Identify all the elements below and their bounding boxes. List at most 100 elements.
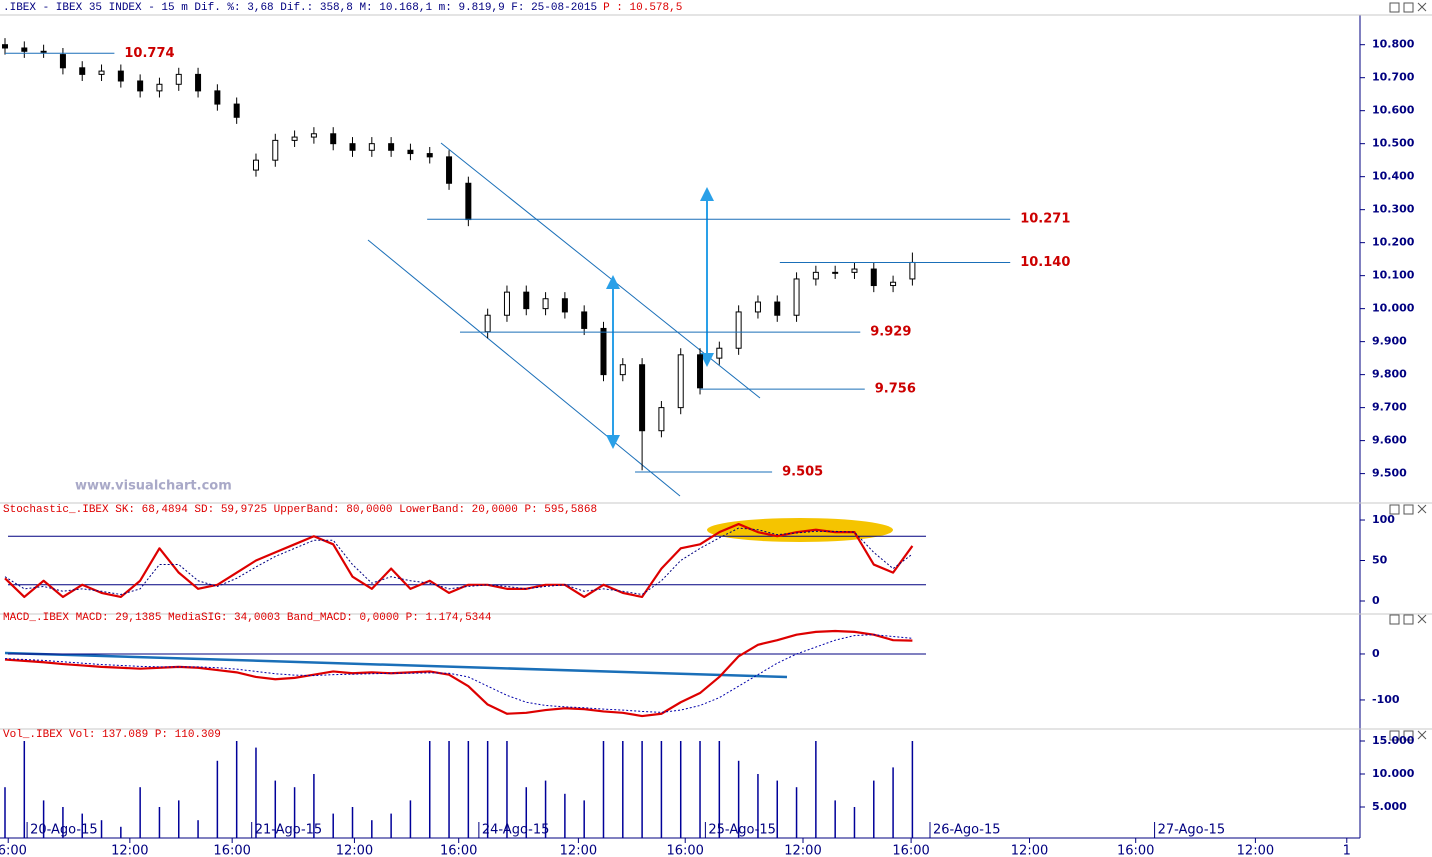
date-label: 27-Ago-15 <box>1158 823 1226 838</box>
candle-body <box>79 67 86 75</box>
volume-bar <box>525 787 528 838</box>
minimize-button[interactable] <box>1389 614 1400 625</box>
candle-body <box>793 278 800 316</box>
volume-bar <box>622 741 624 838</box>
volume-bar <box>139 787 141 838</box>
candle-body <box>98 70 105 75</box>
candle-body <box>909 261 916 280</box>
x-tick-label: 16:00 <box>440 844 477 857</box>
y-tick-label: 10.100 <box>1372 269 1415 282</box>
volume-bar <box>679 741 682 838</box>
volume-bar <box>62 806 64 838</box>
price-subtitle: P : 10.578,5 <box>603 2 682 14</box>
y-tick-label: 10.000 <box>1372 302 1415 315</box>
channel-line <box>367 239 681 497</box>
candle-body <box>600 327 607 376</box>
candle-body <box>272 139 279 161</box>
y-tick-label: 9.900 <box>1372 335 1407 348</box>
trend-line <box>4 651 788 679</box>
y-tick-label: 10.200 <box>1372 236 1415 249</box>
y-tick-label: 10.400 <box>1372 170 1415 183</box>
y-tick-label: 10.800 <box>1372 38 1415 51</box>
candle-body <box>40 50 47 53</box>
candle-body <box>716 347 723 359</box>
candle-body <box>677 354 684 409</box>
y-tick-label: 10.700 <box>1372 71 1415 84</box>
minimize-button[interactable] <box>1389 730 1400 741</box>
candle-body <box>368 143 375 151</box>
y-tick-label: -100 <box>1372 693 1400 706</box>
volume-bar <box>873 780 875 838</box>
close-button[interactable] <box>1417 2 1427 12</box>
volume-bar <box>293 787 296 838</box>
volume-bar <box>390 813 392 838</box>
volume-bar <box>4 787 6 838</box>
close-button[interactable] <box>1417 614 1427 624</box>
candle-body <box>774 301 781 316</box>
y-tick-label: 10.600 <box>1372 104 1415 117</box>
volume-bar <box>371 820 373 838</box>
date-label: 25-Ago-15 <box>708 823 776 838</box>
x-tick-label: 1 <box>1343 844 1351 857</box>
volume-bar <box>274 780 277 838</box>
maximize-button[interactable] <box>1403 504 1414 515</box>
candle-body <box>388 143 395 151</box>
volume-bar <box>178 800 180 838</box>
volume-bar <box>757 773 759 838</box>
volume-bar <box>641 741 643 838</box>
volume-bar <box>158 806 161 838</box>
maximize-button[interactable] <box>1403 2 1414 13</box>
volume-bar <box>776 780 778 838</box>
volume-bar <box>197 820 199 838</box>
x-tick-label: 16:00 <box>892 844 929 857</box>
y-tick-label: 10.300 <box>1372 203 1415 216</box>
x-tick-label: 16:00 <box>666 844 703 857</box>
series-line <box>4 522 914 599</box>
maximize-button[interactable] <box>1403 614 1414 625</box>
x-tick-label: 12:00 <box>784 844 821 857</box>
candle-body <box>523 291 530 310</box>
volume-bar <box>235 741 238 838</box>
volume-bar <box>428 741 431 838</box>
y-tick-label: 100 <box>1372 513 1395 526</box>
candle-body <box>175 73 182 85</box>
date-label: 21-Ago-15 <box>255 823 323 838</box>
close-button[interactable] <box>1417 730 1427 740</box>
minimize-button[interactable] <box>1389 2 1400 13</box>
volume-bar <box>255 747 257 838</box>
x-tick-label: 16:00 <box>213 844 250 857</box>
candle-body <box>233 103 240 118</box>
minimize-button[interactable] <box>1389 504 1400 515</box>
candle-body <box>832 271 839 274</box>
volume-bar <box>544 780 547 838</box>
maximize-button[interactable] <box>1403 730 1414 741</box>
volume-bar <box>815 741 817 838</box>
volume-bar <box>448 741 450 838</box>
macd-title: MACD_.IBEX MACD: 29,1385 MediaSIG: 34,00… <box>3 612 492 624</box>
volume-bar <box>216 760 219 838</box>
volume-bar <box>834 800 836 838</box>
candle-body <box>639 364 646 432</box>
volume-bar <box>100 820 103 838</box>
candle-body <box>349 143 356 151</box>
candle-body <box>503 291 510 316</box>
volume-bar <box>42 800 45 838</box>
y-tick-label: 0 <box>1372 594 1380 607</box>
volume-bar <box>23 741 26 838</box>
stoch-title: Stochastic_.IBEX SK: 68,4894 SD: 59,9725… <box>3 504 597 516</box>
level-label: 9.929 <box>870 325 911 340</box>
level-label: 9.505 <box>782 464 823 479</box>
x-tick-label: 12:00 <box>560 844 597 857</box>
candle-body <box>214 90 221 105</box>
close-button[interactable] <box>1417 504 1427 514</box>
plot-area <box>2 38 916 471</box>
candle-body <box>619 364 626 376</box>
candle-body <box>581 311 588 329</box>
volume-bar <box>351 806 354 838</box>
candle-body <box>195 73 202 92</box>
date-label: 20-Ago-15 <box>30 823 98 838</box>
volume-bar <box>853 806 856 838</box>
panel-buttons <box>1389 2 1427 741</box>
